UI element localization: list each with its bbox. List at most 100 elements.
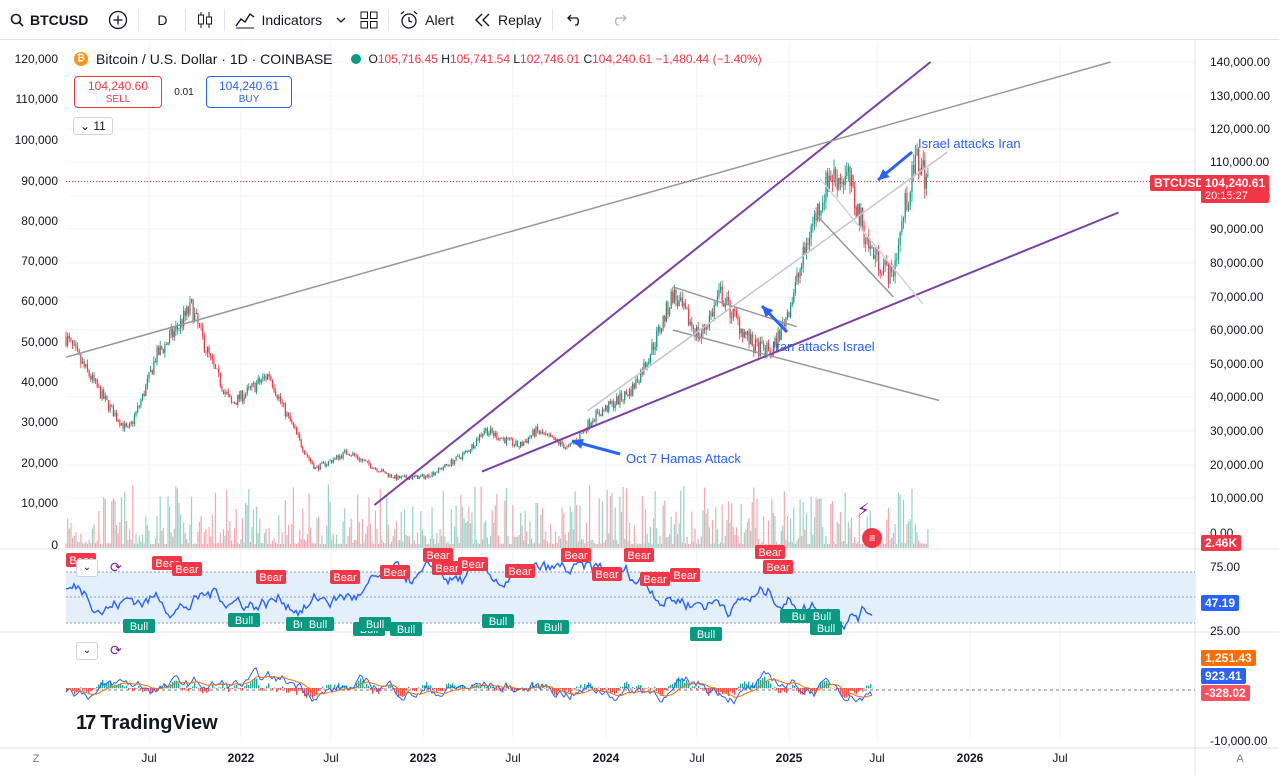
volume-bar [894, 524, 896, 548]
candle-body [673, 289, 675, 303]
alert-button[interactable]: Alert [389, 0, 464, 40]
layouts-button[interactable] [350, 0, 388, 40]
macd-hist-bar [696, 688, 698, 691]
volume-bar [515, 536, 517, 548]
candle-body [899, 231, 901, 246]
candle-body [403, 475, 406, 477]
candle-body [649, 354, 651, 363]
candle-body [686, 308, 688, 310]
right-axis-tick: 50,000.00 [1210, 357, 1264, 371]
volume-bar [526, 531, 528, 548]
rsi-collapse-button[interactable]: ⌄ [76, 559, 98, 577]
candle-body [697, 326, 699, 339]
lightning-icon[interactable]: ⚡ [857, 500, 870, 520]
candle-body [295, 428, 298, 434]
volume-bar [889, 539, 891, 548]
volume-bar [641, 496, 643, 548]
macd-hist-bar [462, 684, 464, 689]
macd-hist-bar [756, 682, 758, 689]
redo-button[interactable] [597, 0, 641, 40]
volume-bar [386, 494, 388, 548]
candle-body [702, 325, 704, 334]
macd-refresh-icon[interactable]: ⟳ [110, 642, 122, 658]
candle-body [170, 328, 172, 334]
candle-body [88, 370, 90, 377]
candle-body [601, 409, 604, 417]
volume-bar [906, 523, 908, 548]
toolbar-divider [551, 8, 553, 31]
candle-body [216, 368, 218, 370]
volume-bar [516, 536, 519, 548]
candle-body [520, 441, 522, 448]
volume-bar [627, 540, 629, 548]
candle-body [206, 347, 209, 353]
volume-bar [379, 489, 381, 548]
volume-bar [450, 509, 452, 548]
candle-body [684, 303, 687, 309]
undo-button[interactable] [553, 0, 597, 40]
candle-body [879, 269, 881, 274]
volume-bar [200, 515, 202, 548]
macd-hist-bar [728, 688, 730, 697]
candle-body [779, 331, 781, 341]
macd-hist-bar [630, 688, 632, 689]
chart-type-button[interactable] [186, 0, 224, 40]
candle-body [772, 345, 774, 355]
compare-symbol-button[interactable] [98, 0, 138, 40]
candle-body [742, 328, 744, 338]
candle-body [67, 335, 69, 346]
volume-bar [70, 522, 72, 548]
flag-icon[interactable]: ≡ [862, 528, 882, 548]
time-axis-tick: Jul [1052, 751, 1067, 765]
volume-bar [271, 540, 274, 548]
macd-pane [65, 666, 1195, 705]
indicators-dropdown[interactable] [332, 0, 350, 40]
indicators-button[interactable]: Indicators [225, 0, 332, 40]
candle-body [455, 456, 457, 461]
macd-hist-bar [556, 688, 558, 696]
annotation-oct7: Oct 7 Hamas Attack [626, 451, 741, 466]
rsi-refresh-icon[interactable]: ⟳ [110, 559, 122, 575]
candle-body [839, 177, 841, 184]
buy-button[interactable]: 104,240.61 BUY [206, 76, 292, 108]
volume-bar [461, 506, 464, 548]
volume-bar [257, 533, 259, 548]
volume-bar [299, 529, 301, 548]
chart-area[interactable]: Israel attacks Iran Iran attacks Israel Oc… [0, 40, 1279, 775]
macd-hist-bar [142, 688, 144, 693]
candle-body [218, 368, 220, 373]
volume-bar [686, 536, 688, 548]
volume-bar [437, 543, 440, 548]
right-axis-tick: 120,000.00 [1210, 122, 1270, 136]
volume-bar [600, 543, 602, 548]
macd-hist-bar [112, 686, 114, 689]
replay-button[interactable]: Replay [464, 0, 552, 40]
macd-hist-bar [616, 688, 618, 694]
volume-bar [857, 541, 859, 548]
candle-body [91, 374, 93, 380]
macd-hist-bar [592, 686, 594, 689]
macd-hist-bar [284, 688, 286, 690]
volume-bar [751, 502, 753, 548]
candle-body [68, 335, 70, 339]
macd-hist-bar [390, 684, 392, 689]
macd-hist-bar [724, 688, 726, 694]
indicators-collapse-button[interactable]: ⌄ 11 [73, 117, 113, 135]
candle-body [444, 464, 446, 468]
macd-hist-bar [606, 687, 608, 689]
candles-icon [198, 11, 213, 28]
volume-bar [566, 540, 568, 548]
candle-body [442, 467, 444, 470]
interval-button[interactable]: D [139, 0, 185, 40]
symbol-search-button[interactable]: BTCUSD [0, 0, 98, 40]
volume-bar [633, 525, 635, 548]
macd-hist-bar [202, 688, 204, 694]
candle-body [408, 477, 411, 480]
volume-bar [88, 539, 90, 548]
volume-bar [502, 543, 504, 548]
volume-bar [141, 534, 144, 548]
macd-collapse-button[interactable]: ⌄ [76, 642, 98, 660]
volume-bar [86, 543, 89, 548]
sell-button[interactable]: 104,240.60 SELL [74, 76, 162, 108]
